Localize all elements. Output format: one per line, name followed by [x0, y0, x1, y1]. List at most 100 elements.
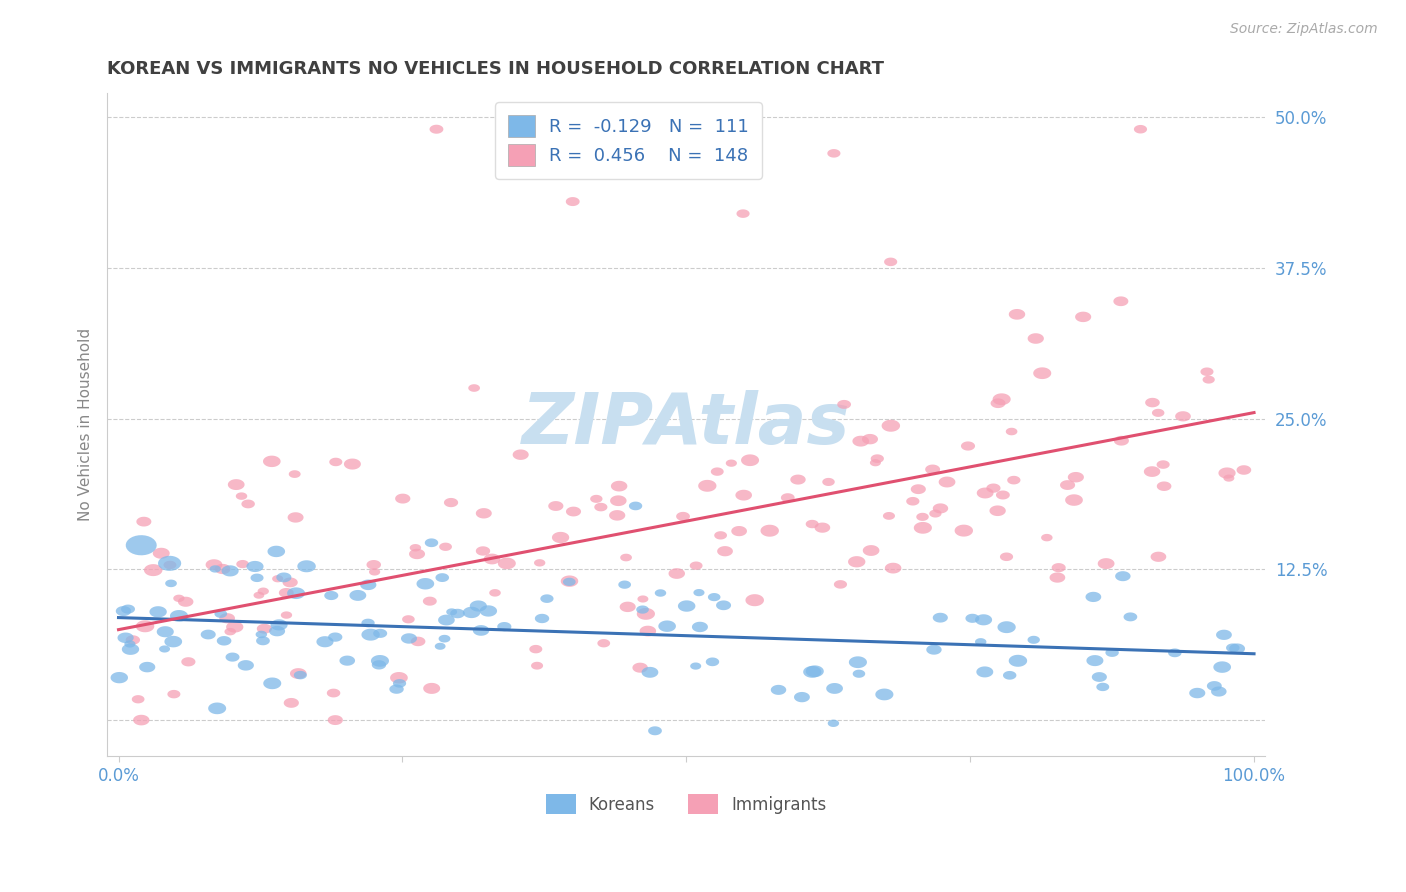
Point: [284, 467, 307, 481]
Point: [845, 555, 868, 569]
Point: [127, 692, 149, 706]
Point: [987, 504, 1010, 518]
Text: Source: ZipAtlas.com: Source: ZipAtlas.com: [1230, 22, 1378, 37]
Point: [631, 602, 654, 616]
Point: [706, 465, 728, 479]
Point: [177, 655, 200, 669]
Point: [1046, 570, 1069, 584]
Point: [484, 586, 506, 600]
Point: [440, 605, 463, 619]
Point: [1211, 660, 1233, 674]
Point: [236, 497, 259, 511]
Point: [153, 642, 176, 657]
Point: [936, 475, 959, 489]
Point: [952, 524, 974, 538]
Point: [1047, 560, 1070, 574]
Point: [720, 456, 742, 470]
Point: [638, 665, 661, 680]
Point: [314, 634, 336, 648]
Point: [221, 650, 243, 665]
Point: [613, 577, 636, 591]
Point: [1142, 395, 1164, 409]
Point: [1025, 331, 1047, 345]
Point: [253, 622, 276, 636]
Point: [614, 550, 637, 565]
Point: [432, 571, 454, 585]
Point: [702, 655, 724, 669]
Point: [202, 558, 225, 572]
Point: [467, 599, 489, 613]
Point: [159, 557, 181, 571]
Point: [197, 627, 219, 641]
Point: [655, 619, 678, 633]
Point: [703, 590, 725, 604]
Point: [460, 606, 482, 620]
Point: [1153, 479, 1175, 493]
Point: [562, 504, 585, 518]
Point: [637, 624, 659, 638]
Point: [357, 615, 380, 630]
Point: [295, 559, 318, 574]
Point: [132, 515, 155, 529]
Point: [260, 454, 283, 468]
Point: [162, 634, 184, 648]
Point: [714, 544, 737, 558]
Point: [276, 608, 298, 623]
Point: [112, 604, 135, 618]
Point: [219, 624, 242, 639]
Point: [159, 558, 181, 572]
Point: [494, 619, 516, 633]
Point: [524, 642, 547, 657]
Point: [907, 482, 929, 496]
Point: [1208, 684, 1230, 698]
Point: [990, 392, 1012, 407]
Point: [998, 668, 1021, 682]
Point: [911, 521, 934, 535]
Point: [974, 486, 997, 500]
Point: [628, 661, 651, 675]
Point: [385, 682, 408, 697]
Point: [209, 607, 232, 621]
Point: [710, 528, 733, 542]
Point: [823, 716, 845, 731]
Point: [1109, 294, 1132, 309]
Point: [420, 535, 443, 549]
Point: [204, 562, 226, 576]
Point: [325, 455, 347, 469]
Point: [205, 701, 228, 715]
Point: [167, 608, 190, 623]
Point: [323, 713, 346, 727]
Point: [1007, 654, 1029, 668]
Point: [865, 456, 887, 470]
Point: [1147, 406, 1170, 420]
Point: [1111, 434, 1133, 448]
Point: [212, 633, 235, 648]
Point: [357, 578, 380, 592]
Point: [607, 479, 630, 493]
Point: [811, 521, 834, 535]
Point: [243, 559, 266, 574]
Point: [631, 592, 654, 607]
Point: [1036, 531, 1059, 545]
Point: [866, 451, 889, 466]
Point: [481, 552, 503, 566]
Point: [420, 681, 443, 696]
Point: [425, 122, 447, 136]
Point: [672, 509, 695, 524]
Point: [363, 558, 385, 572]
Point: [877, 508, 900, 523]
Point: [911, 509, 934, 524]
Point: [266, 624, 288, 639]
Point: [360, 628, 382, 642]
Point: [1112, 569, 1135, 583]
Point: [273, 570, 295, 584]
Point: [1140, 465, 1163, 479]
Point: [873, 688, 896, 702]
Point: [142, 563, 165, 577]
Point: [1198, 373, 1220, 387]
Point: [363, 565, 385, 579]
Point: [536, 591, 558, 606]
Point: [342, 457, 364, 471]
Point: [446, 607, 468, 621]
Point: [1195, 365, 1218, 379]
